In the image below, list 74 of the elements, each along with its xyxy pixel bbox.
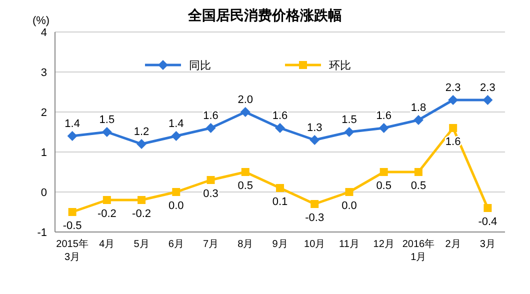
data-label: 1.5 <box>342 114 357 126</box>
data-label: 0.5 <box>410 180 426 192</box>
data-label: 1.3 <box>306 122 322 134</box>
point <box>102 127 112 137</box>
point <box>484 204 492 212</box>
x-tick-label: 9月 <box>272 239 288 250</box>
point <box>206 176 215 184</box>
point <box>275 123 285 133</box>
chart-title: 全国居民消费价格涨跌幅 <box>187 7 342 23</box>
data-label: 0.5 <box>238 180 254 192</box>
x-tick-label: 12月 <box>373 239 394 250</box>
data-label: 0.3 <box>203 188 218 200</box>
y-tick-label: 4 <box>40 27 47 39</box>
data-label: 1.5 <box>99 114 115 126</box>
y-axis-title: (%) <box>32 15 50 27</box>
point <box>345 188 354 196</box>
legend-label: 环比 <box>329 59 351 72</box>
data-label: 1.4 <box>168 118 184 130</box>
legend-label: 同比 <box>189 59 211 72</box>
data-label: 1.8 <box>410 102 426 114</box>
point <box>380 168 388 176</box>
x-tick-label: 11月 <box>339 239 360 250</box>
data-label: 1.6 <box>203 110 218 122</box>
point <box>414 168 422 176</box>
y-tick-label: 3 <box>40 67 47 79</box>
x-tick-label: 10月 <box>304 239 326 250</box>
x-tick-label: 2月 <box>445 239 461 250</box>
y-tick-label: 2 <box>40 107 47 119</box>
point <box>310 135 320 145</box>
data-label: 0.0 <box>168 200 184 212</box>
point <box>138 196 146 204</box>
y-tick-label: -1 <box>37 227 47 239</box>
point <box>344 127 354 137</box>
y-tick-label: 1 <box>40 147 47 159</box>
data-label: 2.3 <box>480 82 496 94</box>
point <box>413 115 424 125</box>
x-tick-label: 8月 <box>238 239 254 250</box>
point <box>310 200 319 208</box>
point <box>378 123 389 133</box>
point <box>68 208 76 216</box>
data-label: -0.5 <box>62 220 82 232</box>
y-tick-label: 0 <box>40 187 47 199</box>
data-label: 0.0 <box>342 200 357 212</box>
point <box>241 168 250 176</box>
data-label: 2.0 <box>238 94 254 106</box>
data-label: -0.4 <box>478 216 498 228</box>
point <box>448 95 458 105</box>
x-tick-label: 5月 <box>134 239 150 250</box>
data-label: -0.2 <box>97 208 116 220</box>
point <box>171 131 182 141</box>
data-label: -0.3 <box>305 212 324 224</box>
point <box>102 196 111 204</box>
data-label: 1.6 <box>272 110 288 122</box>
data-label: 0.1 <box>272 196 288 208</box>
data-label: 2.3 <box>445 82 461 94</box>
point <box>240 107 250 117</box>
point <box>67 131 78 141</box>
x-tick-label: 2016年 1月 <box>402 238 435 263</box>
point <box>206 123 216 133</box>
x-tick-label: 7月 <box>202 239 219 250</box>
point <box>482 95 493 105</box>
data-label: 1.2 <box>134 126 150 138</box>
x-tick-label: 3月 <box>480 239 496 250</box>
data-label: 1.6 <box>376 110 392 122</box>
data-label: 1.4 <box>64 118 80 130</box>
point <box>449 124 458 132</box>
data-label: -0.2 <box>132 208 152 220</box>
point <box>276 184 284 192</box>
point <box>136 139 147 149</box>
x-tick-label: 6月 <box>168 239 184 250</box>
data-label: 0.5 <box>376 180 392 192</box>
x-tick-label: 4月 <box>99 239 115 250</box>
x-tick-label: 2015年 3月 <box>56 238 88 263</box>
point <box>172 188 180 196</box>
